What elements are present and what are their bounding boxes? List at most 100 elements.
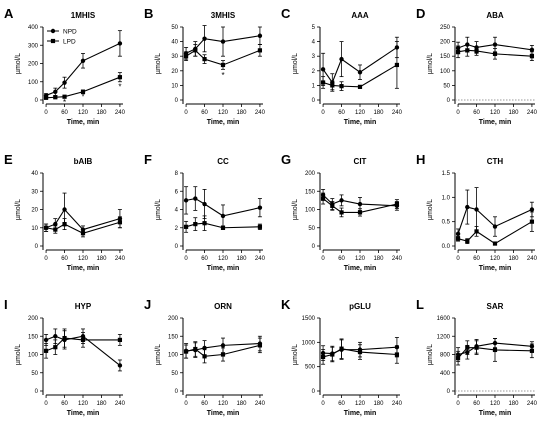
x-axis-label: Time, min bbox=[479, 265, 512, 272]
y-tick-label: 0 bbox=[447, 389, 451, 395]
y-tick-label: 0 bbox=[175, 98, 179, 104]
series-lpd bbox=[43, 72, 123, 100]
data-point bbox=[220, 343, 226, 348]
x-axis-label: Time, min bbox=[67, 119, 100, 126]
x-tick-label: 0 bbox=[184, 256, 188, 262]
data-point bbox=[117, 220, 123, 225]
panel-letter: E bbox=[4, 152, 13, 167]
x-tick-label: 240 bbox=[392, 110, 403, 116]
panel-i: I HYP 0 50 100 150 200 0 60 120 180 240 Time, min µmo… bbox=[4, 297, 126, 417]
series-npd bbox=[455, 187, 535, 240]
y-tick-label: 0 bbox=[35, 244, 39, 250]
panel-f: F CC 0 2 4 6 8 0 60 120 180 240 Time, min µmol/L bbox=[144, 152, 266, 272]
y-axis-label: µmol/L bbox=[155, 53, 162, 74]
x-axis-label: Time, min bbox=[344, 410, 377, 417]
y-tick-label: 50 bbox=[171, 371, 178, 377]
panel-letter: H bbox=[416, 152, 425, 167]
y-tick-label: 100 bbox=[28, 353, 39, 359]
y-tick-label: 200 bbox=[168, 316, 179, 322]
x-tick-label: 180 bbox=[96, 256, 107, 262]
x-axis-label: Time, min bbox=[344, 265, 377, 272]
data-point bbox=[193, 222, 198, 227]
x-tick-label: 120 bbox=[355, 401, 366, 407]
panel-j: J ORN 0 50 100 150 200 0 60 120 180 240 Time, min µmo… bbox=[144, 297, 266, 417]
y-tick-label: 400 bbox=[440, 371, 451, 377]
y-axis-label: µmol/L bbox=[292, 344, 299, 365]
y-tick-label: 6 bbox=[175, 189, 179, 195]
x-tick-label: 240 bbox=[392, 256, 403, 262]
y-tick-label: 0 bbox=[312, 98, 316, 104]
data-point bbox=[339, 346, 344, 351]
data-point bbox=[492, 224, 498, 229]
x-tick-label: 240 bbox=[527, 256, 538, 262]
data-point bbox=[80, 58, 86, 63]
y-tick-label: 800 bbox=[440, 353, 451, 359]
series-lpd bbox=[43, 216, 123, 238]
data-point bbox=[53, 345, 58, 350]
data-point bbox=[394, 352, 400, 357]
x-tick-label: 180 bbox=[96, 401, 107, 407]
y-axis-label: µmol/L bbox=[427, 53, 434, 74]
data-point bbox=[455, 236, 461, 241]
x-axis-label: Time, min bbox=[479, 119, 512, 126]
y-tick-label: 4 bbox=[175, 208, 179, 214]
panel-d: D ABA 0 50 100 150 200 250 0 60 120 180 240 Time, min… bbox=[416, 6, 538, 126]
data-point bbox=[529, 207, 535, 212]
y-tick-label: 0 bbox=[35, 389, 39, 395]
data-point bbox=[529, 348, 535, 353]
legend-label-npd: NPD bbox=[63, 29, 77, 36]
data-point bbox=[220, 213, 226, 219]
series-line bbox=[45, 42, 121, 96]
data-point bbox=[492, 42, 498, 47]
y-tick-label: 3 bbox=[312, 54, 316, 60]
data-point bbox=[62, 335, 67, 341]
data-point bbox=[257, 224, 263, 229]
y-tick-label: 0 bbox=[175, 389, 179, 395]
x-tick-label: 0 bbox=[321, 110, 325, 116]
data-point bbox=[43, 348, 49, 353]
x-axis-label: Time, min bbox=[479, 410, 512, 417]
x-tick-label: 60 bbox=[338, 256, 345, 262]
x-axis-label: Time, min bbox=[344, 119, 377, 126]
data-point bbox=[193, 346, 198, 352]
x-tick-label: 0 bbox=[44, 110, 48, 116]
y-tick-label: 30 bbox=[31, 189, 38, 195]
y-axis-label: µmol/L bbox=[15, 53, 22, 74]
data-point bbox=[202, 221, 207, 226]
data-point bbox=[320, 354, 326, 360]
series-lpd bbox=[183, 215, 263, 233]
y-tick-label: 20 bbox=[31, 208, 38, 214]
x-tick-label: 120 bbox=[490, 256, 501, 262]
x-tick-label: 60 bbox=[338, 110, 345, 116]
data-point bbox=[62, 80, 67, 85]
panel-title: pGLU bbox=[349, 302, 371, 311]
data-point bbox=[465, 204, 470, 210]
panel-letter: C bbox=[281, 6, 291, 21]
x-tick-label: 60 bbox=[473, 401, 480, 407]
y-axis-label: µmol/L bbox=[155, 199, 162, 220]
panel-letter: K bbox=[281, 297, 291, 312]
x-tick-label: 120 bbox=[490, 110, 501, 116]
series-npd bbox=[183, 186, 263, 228]
x-tick-label: 0 bbox=[456, 256, 460, 262]
data-point bbox=[220, 352, 226, 357]
data-point bbox=[330, 203, 335, 208]
x-tick-label: 60 bbox=[201, 110, 208, 116]
data-point bbox=[320, 67, 326, 72]
y-tick-label: 300 bbox=[28, 43, 39, 49]
y-tick-label: 200 bbox=[28, 316, 39, 322]
x-tick-label: 120 bbox=[355, 110, 366, 116]
y-tick-label: 1.5 bbox=[442, 171, 451, 177]
data-point bbox=[474, 229, 479, 234]
data-point bbox=[320, 80, 326, 85]
panel-title: SAR bbox=[487, 302, 504, 311]
panel-letter: A bbox=[4, 6, 14, 21]
y-axis-label: µmol/L bbox=[427, 199, 434, 220]
x-tick-label: 60 bbox=[61, 256, 68, 262]
data-point bbox=[117, 363, 123, 368]
y-tick-label: 50 bbox=[31, 371, 38, 377]
data-point bbox=[80, 89, 86, 94]
series-lpd bbox=[183, 337, 263, 364]
y-tick-label: 0 bbox=[312, 244, 316, 250]
y-tick-label: 0.0 bbox=[442, 244, 451, 250]
